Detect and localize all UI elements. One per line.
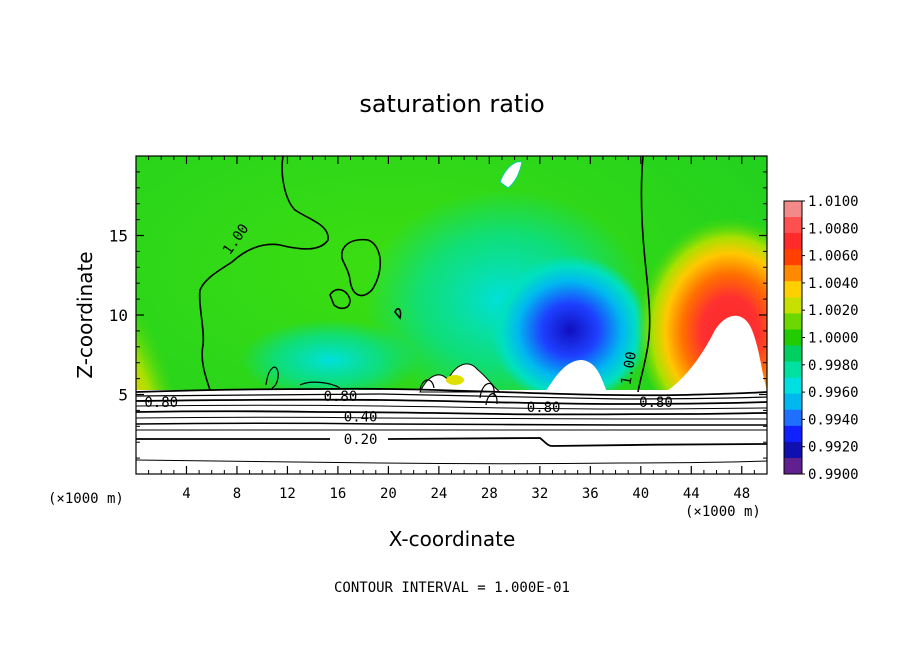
y-tick-label: 5 (118, 386, 128, 405)
colorbar-swatch (784, 457, 802, 475)
colorbar-swatch (784, 217, 802, 234)
colorbar: 1.0100 1.0080 1.0060 1.0040 1.0020 1.0000 0.99… (783, 194, 859, 483)
colorbar-label: 1.0100 (808, 194, 859, 210)
colorbar-swatch (784, 409, 802, 427)
colorbar-swatch (784, 297, 802, 314)
colorbar-swatch (784, 265, 802, 282)
contour-label: 0.20 (344, 432, 378, 448)
colorbar-label: 1.0060 (808, 249, 859, 265)
contours-subcloud (136, 387, 767, 465)
x-tick-label: 40 (632, 486, 649, 502)
colorbar-swatch (784, 441, 802, 459)
colorbar-label: 0.9900 (808, 467, 859, 483)
y-tick-label: 10 (109, 306, 128, 325)
colorbar-swatch (784, 201, 802, 218)
x-axis-ticks: 4 8 12 16 20 24 28 32 36 40 44 48 (148, 156, 755, 502)
x-tick-label: 36 (582, 486, 599, 502)
cyan-region-left (240, 320, 420, 400)
colorbar-label: 1.0000 (808, 331, 859, 347)
y-axis-ticks: 5 10 15 (109, 171, 767, 459)
colorbar-swatch (784, 313, 802, 330)
x-tick-label: 20 (380, 486, 397, 502)
contour-label: 0.80 (639, 395, 673, 411)
contour-label: 1.00 (618, 350, 640, 386)
colorbar-label: 0.9920 (808, 440, 859, 456)
contour-label: 0.80 (144, 395, 178, 411)
contour-label: 0.80 (527, 400, 561, 416)
colorbar-label: 0.9980 (808, 358, 859, 374)
cloud-base-eddies (265, 366, 498, 406)
plot-area (136, 156, 767, 474)
x-tick-label: 16 (329, 486, 346, 502)
y-tick-label: 15 (109, 227, 128, 246)
contour-interval-note: CONTOUR INTERVAL = 1.000E-01 (334, 580, 570, 596)
colorbar-swatch (784, 345, 802, 363)
colorbar-label: 0.9940 (808, 412, 859, 428)
contour-label: 0.80 (324, 389, 358, 405)
colorbar-swatch (784, 249, 802, 266)
yellow-cell (446, 375, 464, 385)
y-axis-label: Z-coordinate (73, 251, 97, 378)
x-tick-label: 4 (182, 486, 190, 502)
x-tick-label: 44 (683, 486, 700, 502)
white-pocket-top (499, 161, 523, 189)
colorbar-swatch (784, 233, 802, 250)
colorbar-swatch (784, 361, 802, 379)
colorbar-swatch (784, 425, 802, 443)
subsaturated-core (490, 255, 650, 405)
x-tick-label: 12 (279, 486, 296, 502)
x-tick-label: 48 (733, 486, 750, 502)
x-tick-label: 28 (481, 486, 498, 502)
colorbar-swatch (784, 377, 802, 395)
colorbar-label: 1.0040 (808, 276, 859, 292)
x-unit-right: (×1000 m) (685, 504, 761, 520)
colorbar-label: 0.9960 (808, 385, 859, 401)
white-pocket-right (660, 315, 767, 395)
colorbar-swatch (784, 393, 802, 411)
x-unit-left: (×1000 m) (48, 491, 124, 507)
chart-title: saturation ratio (359, 90, 544, 118)
x-axis-label: X-coordinate (389, 527, 516, 551)
white-pocket-center (545, 360, 608, 395)
colorbar-label: 1.0020 (808, 303, 859, 319)
x-tick-label: 32 (531, 486, 548, 502)
colorbar-label: 1.0080 (808, 221, 859, 237)
x-tick-label: 8 (233, 486, 241, 502)
x-tick-label: 24 (430, 486, 447, 502)
contour-label: 0.40 (344, 410, 378, 426)
colorbar-swatch (784, 329, 802, 347)
colorbar-swatch (784, 281, 802, 298)
contours-100 (198, 156, 651, 393)
